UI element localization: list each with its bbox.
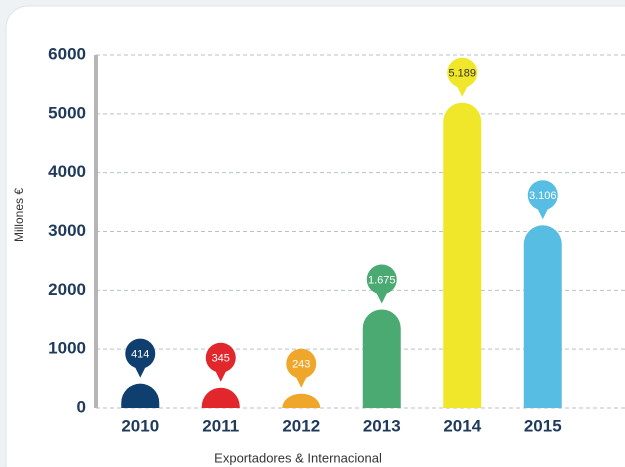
label-bubble (205, 342, 236, 373)
bar (282, 393, 321, 408)
x-axis-label: Exportadores & Internacional (214, 450, 382, 465)
label-bubble (447, 57, 478, 88)
value-label: 1.675 (368, 274, 396, 286)
label-bubble (286, 348, 317, 379)
label-pin (456, 84, 469, 97)
bar (523, 225, 562, 408)
value-label: 345 (212, 353, 230, 365)
y-axis-label: Millones € (12, 188, 26, 242)
value-label: 414 (131, 349, 149, 361)
y-tick-label: 4000 (48, 162, 86, 181)
x-tick-label: 2010 (121, 416, 159, 435)
label-bubble (125, 338, 156, 369)
label-pin (536, 207, 549, 220)
label-bubble (527, 180, 558, 211)
label-pin (375, 291, 388, 304)
y-tick-label: 0 (77, 397, 86, 416)
y-tick-label: 6000 (48, 44, 86, 63)
label-pin (214, 369, 227, 382)
y-tick-label: 3000 (48, 221, 86, 240)
value-label: 3.106 (529, 190, 557, 202)
bar (443, 102, 482, 408)
y-tick-label: 5000 (48, 103, 86, 122)
label-pin (134, 365, 147, 378)
bar (201, 387, 240, 408)
y-tick-label: 2000 (48, 280, 86, 299)
label-pin (295, 375, 308, 388)
label-bubble (366, 264, 397, 295)
value-label: 5.189 (448, 68, 476, 80)
bar (121, 383, 160, 408)
bar (362, 309, 401, 408)
x-tick-label: 2011 (202, 416, 239, 435)
value-label: 243 (292, 359, 310, 371)
y-tick-label: 1000 (48, 339, 86, 358)
x-tick-label: 2012 (282, 416, 320, 435)
x-tick-label: 2013 (363, 416, 401, 435)
x-tick-label: 2014 (443, 416, 481, 435)
x-tick-label: 2015 (524, 416, 562, 435)
